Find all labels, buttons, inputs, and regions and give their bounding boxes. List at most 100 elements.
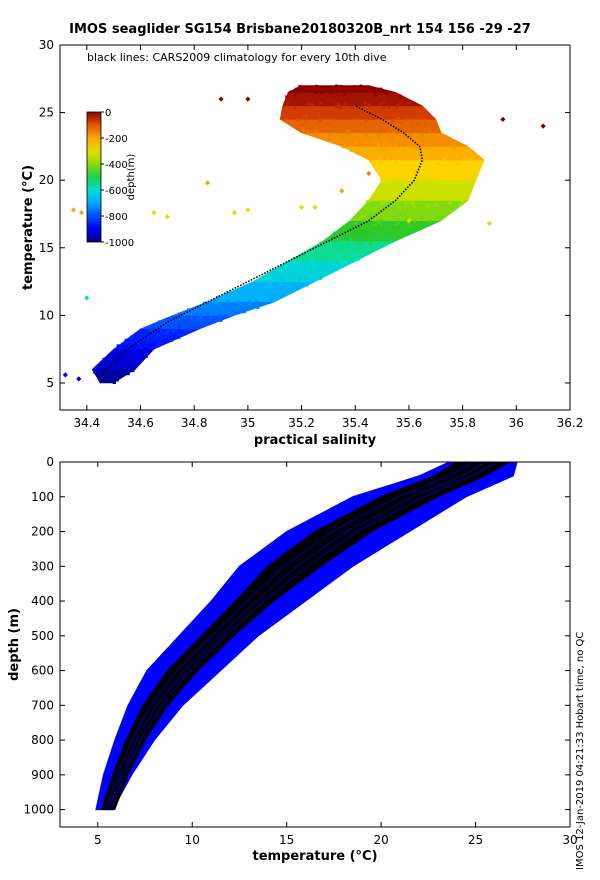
colorbar-label: depth(m) [126,154,137,201]
ts-point [185,321,189,325]
ts-point [107,374,111,378]
ts-point [402,99,406,103]
ts-point [319,101,323,105]
ts-point [353,141,357,145]
colorbar-tick-label: -600 [105,186,128,197]
ts-point [144,355,148,359]
ts-point [376,144,380,148]
ts-point [403,212,407,216]
ts-point [431,123,435,127]
ts-point [103,374,107,378]
ts-point [177,323,181,327]
ts-point [381,180,385,184]
ts-point [294,87,298,91]
ts-point [387,97,391,101]
ts-point [314,129,318,133]
ts-point [380,177,384,181]
ts-point [363,88,367,92]
ts-point [377,134,381,138]
ts-point [340,134,344,138]
ts-point [379,190,383,194]
ts-point [319,241,323,245]
ts-point [186,308,190,312]
ts-point [318,120,322,124]
ts-outlier-point [500,116,506,122]
ts-point [400,175,404,179]
ts-point [314,127,318,131]
ts-point [174,317,178,321]
x-tick-label: 30 [562,833,577,847]
ts-point [391,237,395,241]
ts-point [426,203,430,207]
ts-point [442,184,446,188]
ts-point [272,286,276,290]
ts-outlier-point [62,372,68,378]
ts-point [161,339,165,343]
ts-point [281,109,285,113]
ts-point [218,313,222,317]
ts-point [393,168,397,172]
ts-point [394,139,398,143]
ts-point [179,320,183,324]
ts-point [376,227,380,231]
ts-point [100,376,104,380]
ts-point [316,113,320,117]
ts-point [306,124,310,128]
ts-point [379,219,383,223]
ts-point [101,360,105,364]
ts-point [101,372,105,376]
ts-point [116,358,120,362]
ts-point [102,357,106,361]
ts-point [350,254,354,258]
ts-point [125,344,129,348]
ts-point [345,234,349,238]
ts-point [204,308,208,312]
ts-point [389,127,393,131]
ts-point [406,126,410,130]
ts-point [138,358,142,362]
x-tick-label: 34.6 [127,416,154,430]
ts-point [356,257,360,261]
ts-point [374,206,378,210]
ts-point [149,329,153,333]
ts-point [404,118,408,122]
ts-point [361,240,365,244]
ts-point [148,334,152,338]
ts-point [424,150,428,154]
ts-point [367,85,371,89]
ts-point [116,355,120,359]
ts-point [305,265,309,269]
ts-point [130,344,134,348]
ts-point [455,192,459,196]
ts-point [423,176,427,180]
ts-point [422,158,426,162]
ts-point [308,87,312,91]
ts-point [443,166,447,170]
ts-outlier-point [366,170,372,177]
y-axis-label: temperature (°C) [21,165,36,290]
ts-point [156,321,160,325]
ts-point [334,233,338,237]
ts-point [226,291,230,295]
ts-point [403,233,407,237]
ts-point [137,340,141,344]
ts-point [118,358,122,362]
ts-point [286,269,290,273]
ts-point [287,283,291,287]
ts-point [351,96,355,100]
ts-point [433,191,437,195]
ts-point [406,198,410,202]
ts-point [181,313,185,317]
ts-point [420,133,424,137]
ts-point [192,322,196,326]
ts-point [363,230,367,234]
ts-point [230,307,234,311]
ts-point [97,373,101,377]
ts-point [361,87,365,91]
ts-point [279,276,283,280]
ts-point [298,124,302,128]
ts-point [194,309,198,313]
ts-point [387,105,391,109]
y-tick-label: 100 [31,490,54,504]
ts-point [425,153,429,157]
